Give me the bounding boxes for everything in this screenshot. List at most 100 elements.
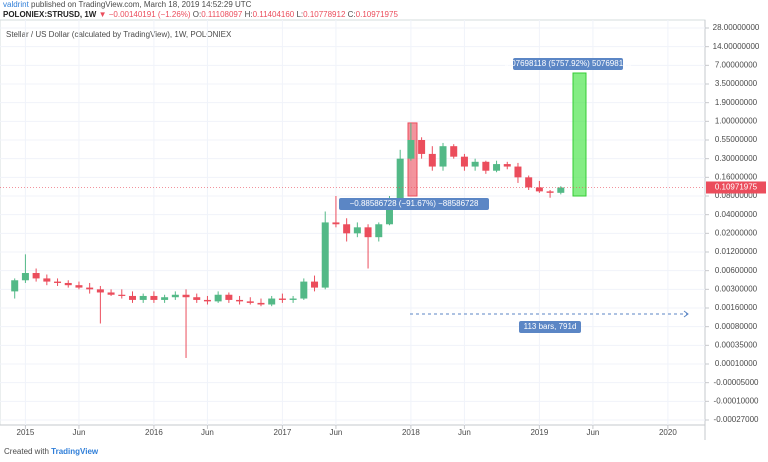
candle-body — [332, 222, 340, 225]
annotation-box — [519, 321, 581, 333]
candle — [268, 295, 276, 307]
rise-range — [572, 72, 587, 197]
candle — [21, 254, 29, 283]
candle — [182, 289, 190, 358]
candle — [311, 275, 319, 292]
last-price-label: 0.10971975 — [715, 183, 758, 192]
candle — [300, 278, 308, 300]
last-price-box — [706, 181, 766, 194]
candle — [289, 295, 297, 303]
candle — [353, 222, 361, 238]
c-label: C: — [348, 10, 356, 19]
candle-body — [300, 281, 308, 299]
candle-body — [150, 295, 158, 300]
x-tick-label: 2015 — [17, 428, 35, 437]
footer: Created with TradingView — [4, 447, 99, 456]
y-tick-label: 0.00035000 — [715, 340, 758, 349]
candle — [32, 268, 40, 282]
candle-body — [321, 222, 329, 288]
y-tick-label: 1.90000000 — [715, 98, 758, 107]
publish-line: valdrint published on TradingView.com, M… — [3, 0, 252, 9]
candle — [64, 280, 72, 288]
candle-body — [54, 281, 62, 283]
y-tick-label: 0.00080000 — [715, 322, 758, 331]
range-arrowhead — [683, 310, 689, 318]
author[interactable]: valdrint — [3, 0, 30, 9]
candle — [257, 298, 265, 307]
candle — [96, 285, 104, 324]
candle-body — [482, 161, 490, 171]
candle-body — [418, 140, 426, 154]
x-tick-label: 2016 — [145, 428, 163, 437]
candle — [139, 293, 147, 303]
change: ▼ −0.00140191 (−1.26%) — [99, 10, 191, 19]
candle — [396, 149, 404, 207]
candle-body — [514, 166, 522, 178]
candle-body — [161, 297, 169, 300]
candle-body — [203, 299, 211, 302]
candle — [203, 295, 211, 305]
chart-title: Stellar / US Dollar (calculated by Tradi… — [6, 30, 232, 39]
candle — [407, 122, 415, 161]
candle-body — [375, 224, 383, 238]
candle — [460, 153, 468, 171]
candle-body — [535, 187, 543, 192]
candle-body — [460, 156, 468, 167]
y-tick-label: 14.00000000 — [713, 42, 760, 51]
candle-body — [139, 295, 147, 300]
candle-body — [428, 153, 436, 167]
candle-body — [557, 187, 565, 193]
y-tick-label: 0.04000000 — [715, 210, 758, 219]
x-tick-label: Jun — [586, 428, 599, 437]
x-tick-label: Jun — [329, 428, 342, 437]
y-tick-label: 1.00000000 — [715, 116, 758, 125]
x-tick-label: 2017 — [274, 428, 292, 437]
candle-body — [43, 278, 51, 282]
candle-body — [96, 289, 104, 293]
candle-body — [471, 161, 479, 167]
y-tick-label: 7.00000000 — [715, 60, 758, 69]
candle — [535, 180, 543, 193]
candle — [332, 196, 340, 228]
l-value: 0.10778912 — [303, 10, 346, 19]
candle-body — [107, 292, 115, 295]
x-tick-label: Jun — [73, 428, 86, 437]
candle-body — [118, 294, 126, 296]
candle — [150, 291, 158, 303]
c-value: 0.10971975 — [356, 10, 399, 19]
candle — [375, 222, 383, 242]
candle — [428, 146, 436, 171]
candle — [107, 289, 115, 296]
y-tick-label: 0.00160000 — [715, 303, 758, 312]
candle — [161, 294, 169, 303]
candle — [546, 189, 554, 198]
candle — [321, 211, 329, 290]
candle-body — [225, 294, 233, 300]
y-tick-label: 0.08000000 — [715, 191, 758, 200]
candle — [214, 291, 222, 303]
candle-body — [257, 302, 265, 305]
candle — [418, 137, 426, 159]
candle-body — [21, 273, 29, 281]
candle — [54, 278, 62, 286]
candle-body — [364, 227, 372, 238]
candle-body — [171, 294, 179, 298]
candle-body — [128, 295, 136, 300]
candle-body — [343, 224, 351, 234]
y-tick-label: 0.00600000 — [715, 266, 758, 275]
candle-body — [278, 298, 286, 300]
candle — [493, 160, 501, 173]
annotation-label: 113 bars, 791d — [524, 322, 577, 331]
candle-body — [546, 191, 554, 193]
candle — [128, 291, 136, 303]
x-tick-label: 2018 — [402, 428, 420, 437]
brand[interactable]: TradingView — [51, 447, 99, 456]
candle-body — [268, 298, 276, 305]
y-tick-label: -0.00005000 — [714, 378, 759, 387]
candle-body — [525, 177, 533, 188]
candle — [364, 224, 372, 269]
x-tick-label: Jun — [458, 428, 471, 437]
candle-body — [439, 146, 447, 167]
candle-body — [311, 281, 319, 288]
